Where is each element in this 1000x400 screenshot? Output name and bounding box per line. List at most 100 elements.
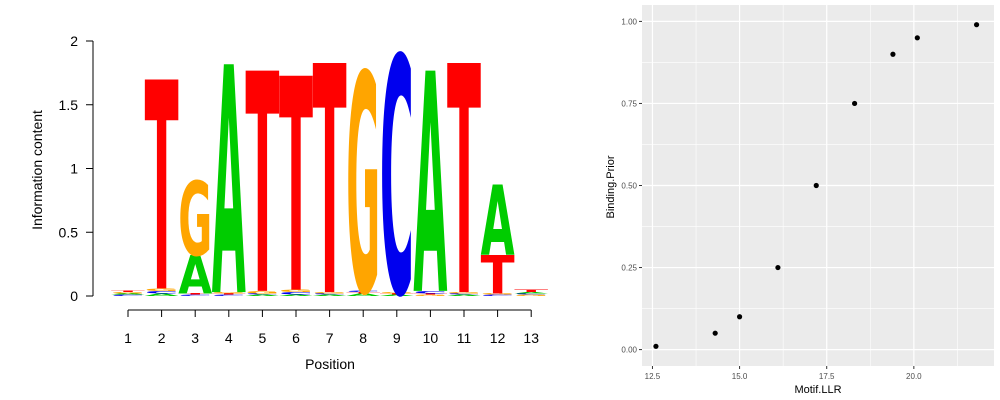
logo-letter-g-pos-8: G: [346, 12, 380, 362]
logo-x-tick-label: 2: [158, 330, 166, 346]
logo-x-tick-label: 12: [490, 330, 506, 346]
logo-x-axis: 1 2 3 4 5 6 7 8 9 10 11 12 13: [124, 309, 539, 346]
scatter-point: [890, 51, 896, 57]
scatter-gridlines: [642, 5, 994, 366]
logo-letter-c-pos-12: C: [481, 294, 515, 296]
logo-y-tick-label: 1: [70, 161, 78, 177]
logo-letter-a-pos-1: A: [111, 293, 145, 295]
logo-letter-t-pos-6: T: [279, 18, 313, 360]
logo-letter-a-pos-5: A: [245, 294, 279, 296]
scatter-x-axis: 12.5 15.0 17.5 20.0: [645, 366, 922, 381]
logo-letter-a-pos-6: A: [279, 294, 313, 296]
logo-letter-t-pos-9: T: [380, 293, 414, 295]
scatter-point: [813, 182, 819, 189]
logo-letter-g-pos-5: G: [245, 290, 279, 294]
logo-y-tick-label: 1.5: [59, 97, 79, 113]
scatter-point: [653, 343, 659, 349]
scatter-point: [914, 35, 920, 41]
logo-letter-g-pos-7: G: [313, 292, 347, 294]
logo-letter-c-pos-4: C: [212, 294, 246, 296]
logo-letter-c-pos-10: C: [413, 290, 447, 294]
scatter-y-tick-label: 0.50: [621, 182, 637, 191]
logo-letter-a-pos-10: A: [413, 11, 447, 362]
logo-y-tick-label: 0.5: [59, 224, 79, 240]
logo-letter-t-pos-13: T: [514, 289, 548, 293]
logo-letter-a-pos-8: A: [346, 293, 380, 297]
scatter-points: [653, 22, 980, 349]
logo-x-tick-label: 6: [292, 330, 300, 346]
scatter-y-axis: 0.00 0.25 0.50 0.75 1.00: [621, 17, 642, 355]
scatter-point: [736, 314, 743, 320]
logo-letter-t-pos-12: T: [481, 246, 515, 306]
logo-letter-c-pos-9: C: [380, 0, 414, 369]
logo-letter-g-pos-4: G: [212, 292, 246, 294]
logo-letter-t-pos-1: T: [111, 291, 145, 293]
logo-letter-t-pos-2: T: [145, 24, 179, 357]
logo-y-axis-label: Information content: [29, 110, 45, 230]
logo-letter-g-pos-2: G: [145, 288, 179, 292]
logo-letter-c-pos-7: C: [313, 293, 347, 295]
logo-y-tick-label: 2: [70, 33, 78, 49]
logo-letter-t-pos-8: T: [346, 292, 380, 294]
logo-letter-g-pos-9: G: [380, 292, 414, 294]
logo-letter-c-pos-6: C: [279, 292, 313, 296]
scatter-point: [712, 330, 718, 336]
logo-x-tick-label: 13: [523, 330, 539, 346]
logo-letter-g-pos-11: G: [447, 292, 481, 294]
logo-letter-g-pos-10: G: [413, 294, 447, 296]
scatter-point: [973, 22, 980, 28]
scatter-y-tick-label: 1.00: [621, 17, 637, 26]
logo-letter-t-pos-7: T: [313, 2, 347, 368]
scatter-x-axis-label: Motif.LLR: [794, 384, 841, 396]
logo-x-tick-label: 4: [225, 330, 233, 346]
logo-x-tick-label: 1: [124, 330, 132, 346]
scatter-y-tick-label: 0.75: [621, 99, 637, 108]
logo-letter-a-pos-3: A: [178, 246, 213, 307]
logo-letter-g-pos-3: G: [178, 162, 212, 280]
logo-letter-g-pos-1: G: [111, 292, 145, 294]
logo-letter-g-pos-12: G: [481, 293, 515, 295]
logo-letter-a-pos-13: A: [514, 292, 548, 294]
logo-letter-t-pos-10: T: [413, 293, 447, 295]
logo-x-tick-label: 11: [457, 330, 472, 346]
logo-x-tick-label: 10: [423, 330, 439, 346]
logo-y-tick-label: 0: [70, 288, 78, 304]
scatter-chart: 0.00 0.25 0.50 0.75 1.00 12.5 15.0 17.5 20.0 Bi…: [605, 5, 994, 396]
scatter-x-tick-label: 12.5: [645, 372, 661, 381]
logo-letter-a-pos-9: A: [380, 294, 414, 296]
logo-letter-a-pos-2: A: [145, 293, 179, 297]
logo-letter-a-pos-11: A: [447, 294, 481, 296]
logo-letter-a-pos-4: A: [212, 2, 246, 366]
logo-x-tick-label: 8: [359, 330, 367, 346]
logo-letter-c-pos-13: C: [514, 293, 548, 295]
scatter-y-axis-label: Binding.Prior: [605, 155, 617, 218]
logo-letter-c-pos-2: C: [145, 290, 179, 294]
logo-y-axis: 0 0.5 1 1.5 2: [59, 33, 94, 304]
logo-letter-c-pos-5: C: [245, 293, 279, 295]
logo-letter-c-pos-8: C: [346, 291, 380, 293]
scatter-y-tick-label: 0.25: [621, 264, 637, 273]
logo-x-tick-label: 5: [259, 330, 267, 346]
logo-letter-t-pos-5: T: [245, 12, 279, 364]
scatter-x-tick-label: 15.0: [732, 372, 748, 381]
scatter-x-tick-label: 17.5: [819, 372, 835, 381]
scatter-y-tick-label: 0.00: [621, 346, 637, 355]
logo-letter-c-pos-11: C: [447, 293, 481, 295]
logo-letter-t-pos-3: T: [178, 293, 212, 295]
logo-x-axis-label: Position: [305, 356, 355, 372]
logo-x-tick-label: 7: [326, 330, 334, 346]
logo-letter-c-pos-3: C: [178, 294, 212, 296]
logo-letter-t-pos-11: T: [447, 2, 481, 368]
scatter-x-tick-label: 20.0: [906, 372, 922, 381]
logo-letter-a-pos-12: A: [481, 166, 515, 278]
logo-letter-a-pos-7: A: [313, 294, 347, 296]
logo-x-tick-label: 9: [393, 330, 401, 346]
logo-letter-g-pos-6: G: [279, 289, 313, 293]
logo-letter-c-pos-1: C: [111, 294, 145, 296]
logo-letter-g-pos-13: G: [514, 294, 548, 296]
logo-x-tick-label: 3: [191, 330, 199, 346]
logo-letter-t-pos-4: T: [212, 293, 246, 295]
